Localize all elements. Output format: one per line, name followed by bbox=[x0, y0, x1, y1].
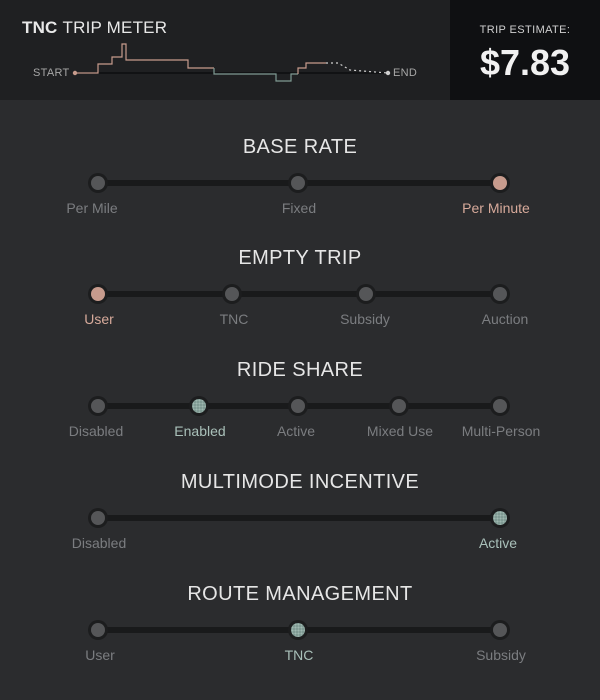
option-node-multi-person[interactable] bbox=[493, 399, 507, 413]
option-label-fixed[interactable]: Fixed bbox=[281, 200, 317, 216]
section-base-rate: BASE RATE Per Mile Fixed Per Minute bbox=[0, 136, 600, 246]
option-node-active[interactable] bbox=[493, 511, 507, 525]
option-node-enabled[interactable] bbox=[192, 399, 206, 413]
option-node-auction[interactable] bbox=[493, 287, 507, 301]
section-title: MULTIMODE INCENTIVE bbox=[180, 471, 420, 493]
option-label-active[interactable]: Active bbox=[478, 535, 518, 551]
option-label-tnc[interactable]: TNC bbox=[219, 311, 249, 327]
option-node-disabled[interactable] bbox=[91, 399, 105, 413]
trip-estimate-panel: TRIP ESTIMATE: $7.83 bbox=[450, 0, 600, 100]
option-label-disabled[interactable]: Disabled bbox=[68, 423, 124, 439]
option-node-user[interactable] bbox=[91, 287, 105, 301]
section-multimode-incentive: MULTIMODE INCENTIVE Disabled Active bbox=[0, 471, 600, 581]
option-node-subsidy[interactable] bbox=[359, 287, 373, 301]
app-title: TNC TRIP METER bbox=[22, 18, 167, 38]
option-label-active[interactable]: Active bbox=[276, 423, 316, 439]
option-label-subsidy[interactable]: Subsidy bbox=[340, 311, 390, 327]
option-node-active[interactable] bbox=[291, 399, 305, 413]
option-label-mixed-use[interactable]: Mixed Use bbox=[366, 423, 434, 439]
section-ride-share: RIDE SHARE Disabled Enabled Active Mixed… bbox=[0, 359, 600, 469]
trip-meter-header: TNC TRIP METER START END TRIP ESTIMATE: $… bbox=[0, 0, 600, 100]
option-label-user[interactable]: User bbox=[84, 311, 114, 327]
option-label-disabled[interactable]: Disabled bbox=[71, 535, 127, 551]
option-node-subsidy[interactable] bbox=[493, 623, 507, 637]
title-rest: TRIP METER bbox=[62, 18, 168, 37]
slider-track[interactable] bbox=[98, 515, 500, 521]
section-title: BASE RATE bbox=[242, 136, 358, 158]
option-label-per-minute[interactable]: Per Minute bbox=[462, 200, 530, 216]
option-node-user[interactable] bbox=[91, 623, 105, 637]
option-node-mixed-use[interactable] bbox=[392, 399, 406, 413]
option-node-fixed[interactable] bbox=[291, 176, 305, 190]
title-bold: TNC bbox=[22, 18, 58, 37]
slider-track[interactable] bbox=[98, 291, 500, 297]
trip-estimate-value: $7.83 bbox=[479, 42, 571, 83]
option-label-multi-person[interactable]: Multi-Person bbox=[461, 423, 541, 439]
option-node-per-minute[interactable] bbox=[493, 176, 507, 190]
section-title: ROUTE MANAGEMENT bbox=[187, 583, 413, 605]
option-label-user[interactable]: User bbox=[85, 647, 115, 663]
end-dot bbox=[385, 70, 391, 76]
option-label-subsidy[interactable]: Subsidy bbox=[476, 647, 526, 663]
option-label-per-mile[interactable]: Per Mile bbox=[66, 200, 118, 216]
section-title: RIDE SHARE bbox=[236, 359, 364, 381]
end-label: END bbox=[393, 67, 418, 79]
option-node-tnc[interactable] bbox=[291, 623, 305, 637]
start-label: START bbox=[33, 67, 70, 79]
section-route-management: ROUTE MANAGEMENT User TNC Subsidy bbox=[0, 583, 600, 693]
section-empty-trip: EMPTY TRIP User TNC Subsidy Auction bbox=[0, 247, 600, 357]
option-label-tnc[interactable]: TNC bbox=[284, 647, 314, 663]
option-node-per-mile[interactable] bbox=[91, 176, 105, 190]
trip-meter-graph bbox=[72, 43, 391, 82]
option-label-enabled[interactable]: Enabled bbox=[174, 423, 226, 439]
option-node-disabled[interactable] bbox=[91, 511, 105, 525]
option-label-auction[interactable]: Auction bbox=[481, 311, 529, 327]
trip-estimate-label: TRIP ESTIMATE: bbox=[479, 24, 571, 36]
section-title: EMPTY TRIP bbox=[238, 247, 362, 269]
option-node-tnc[interactable] bbox=[225, 287, 239, 301]
